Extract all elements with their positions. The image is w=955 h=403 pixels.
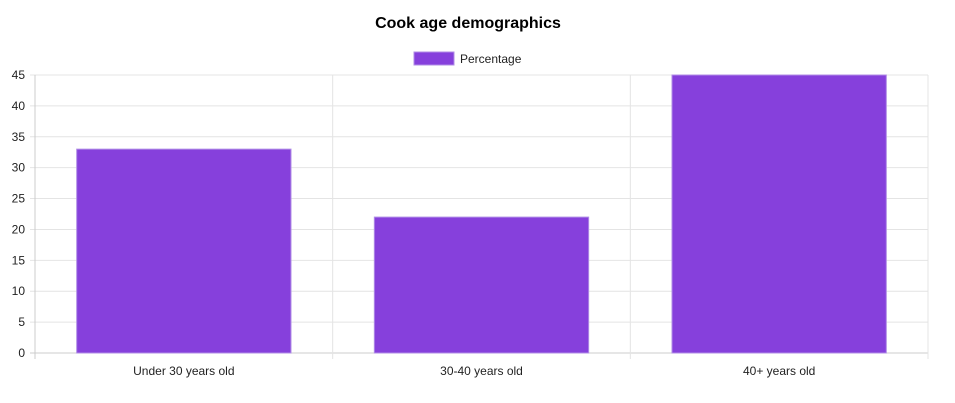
x-tick-label-0: Under 30 years old [133, 364, 234, 378]
x-axis-ticks: Under 30 years old 30-40 years old 40+ yea… [133, 364, 815, 378]
chart-title: Cook age demographics [375, 15, 561, 32]
bars [76, 74, 887, 354]
y-tick-label-10: 10 [12, 284, 26, 298]
y-tick-label-0: 0 [18, 346, 25, 360]
bar-2[interactable] [671, 74, 887, 354]
y-tick-label-15: 15 [12, 253, 26, 267]
bar-1[interactable] [373, 216, 590, 354]
y-tick-label-25: 25 [12, 192, 26, 206]
legend-swatch [413, 51, 455, 66]
x-tick-label-1: 30-40 years old [440, 364, 523, 378]
y-tick-label-20: 20 [12, 222, 26, 236]
y-tick-label-40: 40 [12, 99, 26, 113]
y-tick-label-5: 5 [18, 315, 25, 329]
y-tick-label-30: 30 [12, 161, 26, 175]
x-tick-label-2: 40+ years old [743, 364, 815, 378]
legend[interactable]: Percentage [413, 51, 522, 66]
y-tick-label-45: 45 [12, 68, 26, 82]
legend-label-percentage: Percentage [460, 52, 522, 66]
bar-0[interactable] [76, 148, 292, 354]
y-tick-label-35: 35 [12, 130, 26, 144]
y-axis-ticks: 0 5 10 15 20 25 30 35 40 45 [12, 68, 26, 360]
